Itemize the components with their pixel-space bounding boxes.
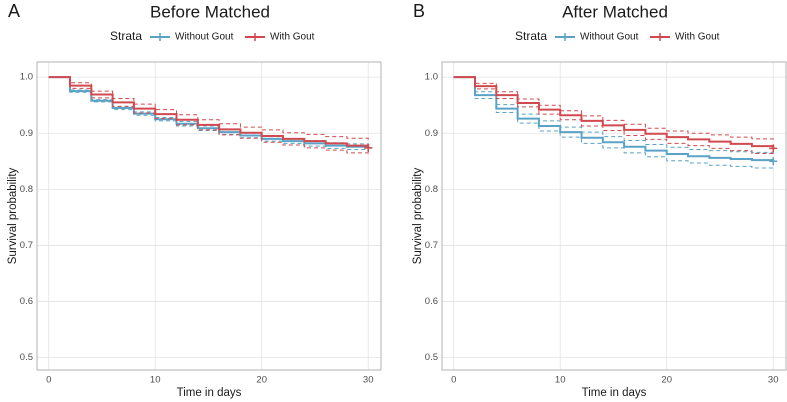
x-tick-label: 0 — [451, 375, 456, 386]
y-tick-label: 0.7 — [425, 240, 438, 251]
y-tick-label: 0.8 — [425, 184, 438, 195]
censor-mark — [364, 143, 373, 152]
y-tick-label: 0.6 — [20, 296, 33, 307]
x-tick-label: 20 — [661, 375, 672, 386]
panel-label: A — [8, 1, 20, 21]
survival-line — [453, 76, 775, 149]
y-tick-label: 0.7 — [20, 240, 33, 251]
x-tick-label: 10 — [150, 375, 161, 386]
y-tick-label: 0.8 — [20, 184, 33, 195]
y-tick-label: 1.0 — [20, 72, 33, 83]
y-axis-label: Survival probability — [412, 167, 424, 264]
confidence-bound — [453, 76, 774, 142]
legend-title: Strata — [110, 29, 142, 43]
x-tick-label: 30 — [768, 375, 779, 386]
y-tick-label: 0.5 — [425, 352, 438, 363]
y-tick-label: 0.5 — [20, 352, 33, 363]
survival-line — [453, 76, 775, 162]
x-tick-label: 20 — [256, 375, 267, 386]
plot-background — [37, 62, 381, 370]
legend-label: With Gout — [675, 32, 720, 43]
y-axis-label: Survival probability — [7, 167, 19, 264]
y-tick-label: 1.0 — [425, 72, 438, 83]
censor-mark — [769, 157, 778, 166]
chart-title: Before Matched — [150, 2, 270, 21]
confidence-bound — [48, 76, 369, 141]
x-axis-label: Time in days — [177, 387, 242, 399]
legend-label: Without Gout — [580, 32, 639, 43]
plot-border — [36, 61, 382, 371]
x-tick-label: 0 — [46, 375, 51, 386]
survival-line — [48, 76, 370, 148]
x-tick-label: 30 — [363, 375, 374, 386]
plot-border — [441, 61, 787, 371]
y-tick-label: 0.9 — [425, 128, 438, 139]
censor-mark — [769, 144, 778, 153]
legend-label: Without Gout — [175, 32, 234, 43]
legend-label: With Gout — [270, 32, 315, 43]
legend-title: Strata — [515, 29, 547, 43]
y-tick-label: 0.9 — [20, 128, 33, 139]
x-axis-label: Time in days — [582, 387, 647, 399]
plot-background — [442, 62, 786, 370]
x-tick-label: 10 — [555, 375, 566, 386]
y-tick-label: 0.6 — [425, 296, 438, 307]
panel-label: B — [413, 1, 425, 21]
chart-title: After Matched — [562, 2, 668, 21]
